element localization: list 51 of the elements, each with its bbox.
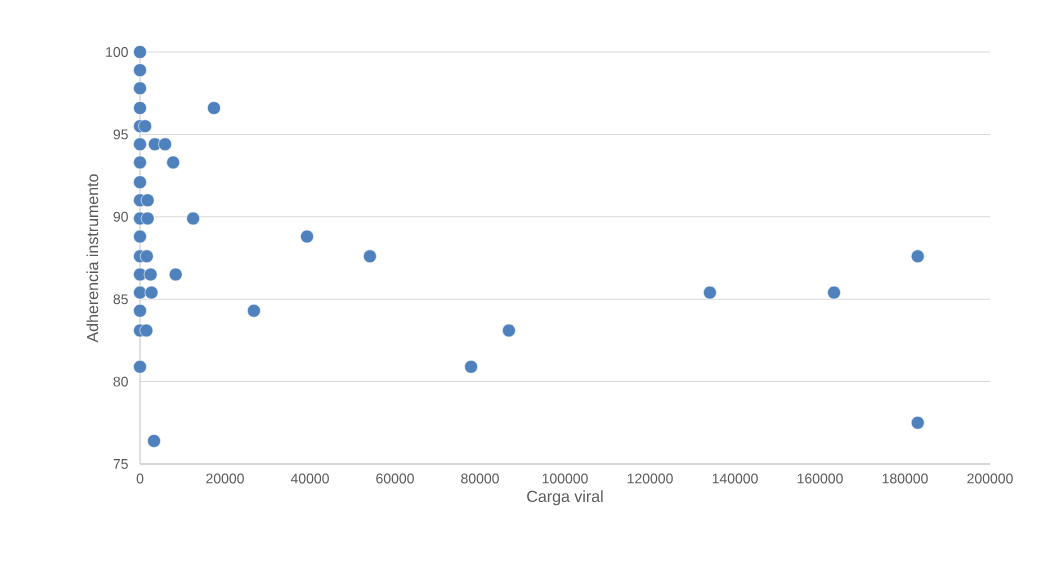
- point: [133, 303, 147, 318]
- x-axis-title: Carga viral: [527, 490, 603, 506]
- point: [133, 155, 147, 170]
- x-tick-label: 40000: [290, 473, 329, 484]
- x-tick-label: 180000: [882, 473, 928, 484]
- point: [133, 229, 147, 244]
- y-tick-label: 80: [113, 376, 128, 387]
- point: [186, 211, 200, 226]
- x-tick-label: 100000: [542, 473, 588, 484]
- point: [133, 63, 147, 77]
- point: [138, 119, 152, 133]
- x-tick-label: 60000: [376, 473, 414, 484]
- point: [143, 267, 158, 282]
- point: [133, 81, 147, 96]
- x-tick-label: 120000: [627, 473, 673, 484]
- point: [147, 434, 161, 448]
- y-tick-label: 100: [106, 47, 128, 57]
- x-tick-label: 0: [136, 473, 144, 484]
- point: [144, 285, 159, 300]
- point: [300, 229, 314, 244]
- point: [133, 359, 147, 374]
- point: [140, 193, 155, 208]
- point: [247, 303, 261, 318]
- point: [133, 137, 147, 152]
- point: [207, 101, 221, 115]
- point: [703, 285, 717, 300]
- point: [464, 359, 478, 374]
- y-tick-label: 75: [113, 459, 128, 469]
- point: [910, 416, 925, 430]
- x-tick-label: 20000: [206, 473, 244, 484]
- y-tick-label: 90: [113, 211, 128, 222]
- point: [140, 211, 155, 226]
- point: [133, 101, 147, 115]
- y-tick-label: 85: [113, 294, 128, 305]
- y-axis-title: Adherencia instrumento: [86, 174, 99, 343]
- point: [502, 323, 516, 338]
- x-tick-label: 160000: [797, 473, 843, 484]
- point: [363, 249, 377, 264]
- point: [133, 175, 147, 189]
- point: [166, 155, 180, 170]
- point: [158, 137, 172, 152]
- point: [140, 249, 154, 264]
- y-tick-label: 95: [113, 129, 128, 140]
- point: [133, 45, 147, 59]
- point: [827, 285, 841, 300]
- point: [139, 323, 154, 338]
- x-tick-label: 140000: [712, 473, 758, 484]
- x-tick-label: 200000: [967, 473, 1013, 484]
- point: [168, 267, 183, 282]
- point: [910, 249, 925, 264]
- x-tick-label: 80000: [461, 473, 499, 484]
